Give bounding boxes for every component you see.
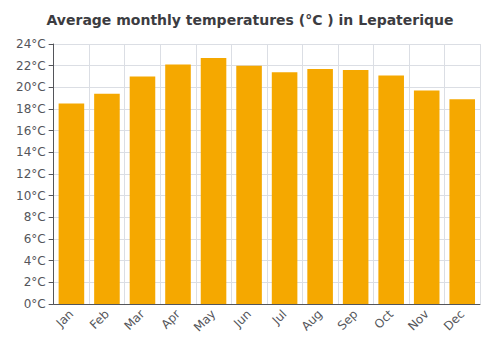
- svg-text:2°C: 2°C: [24, 275, 46, 289]
- svg-text:6°C: 6°C: [24, 232, 46, 246]
- svg-text:10°C: 10°C: [16, 189, 46, 203]
- svg-text:16°C: 16°C: [16, 124, 46, 138]
- svg-text:22°C: 22°C: [16, 59, 46, 73]
- svg-text:Mar: Mar: [122, 307, 148, 333]
- svg-text:Apr: Apr: [158, 307, 183, 332]
- svg-text:18°C: 18°C: [16, 102, 46, 116]
- svg-text:Jan: Jan: [53, 307, 77, 331]
- svg-text:Oct: Oct: [372, 307, 397, 332]
- svg-text:Sep: Sep: [335, 307, 361, 333]
- svg-text:Average monthly temperatures (: Average monthly temperatures (°C ) in Le…: [47, 12, 454, 28]
- svg-text:4°C: 4°C: [24, 254, 46, 268]
- svg-text:Jul: Jul: [269, 307, 290, 328]
- svg-text:Jun: Jun: [230, 307, 254, 331]
- svg-text:8°C: 8°C: [24, 210, 46, 224]
- svg-text:May: May: [191, 307, 218, 334]
- svg-text:Dec: Dec: [441, 307, 467, 333]
- svg-text:Aug: Aug: [299, 307, 325, 333]
- svg-text:0°C: 0°C: [24, 297, 46, 311]
- svg-text:Nov: Nov: [405, 307, 431, 333]
- svg-text:20°C: 20°C: [16, 80, 46, 94]
- svg-text:24°C: 24°C: [16, 37, 46, 51]
- svg-text:Feb: Feb: [87, 307, 112, 332]
- svg-text:14°C: 14°C: [16, 145, 46, 159]
- svg-text:12°C: 12°C: [16, 167, 46, 181]
